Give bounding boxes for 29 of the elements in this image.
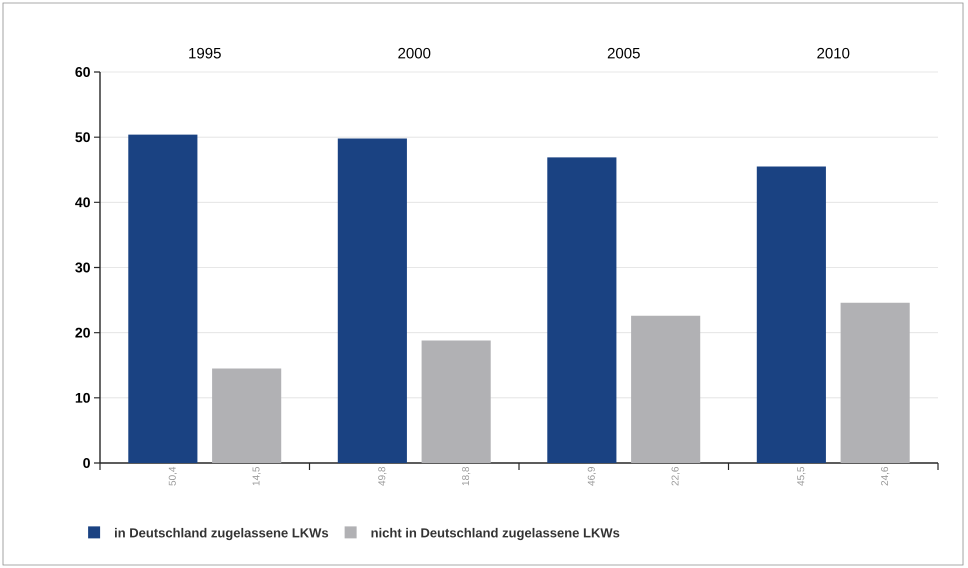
y-tick-label: 0 [83, 458, 90, 468]
y-tick-label: 20 [75, 328, 90, 338]
bar [422, 340, 491, 463]
bar [840, 302, 910, 463]
y-tick-label: 40 [75, 197, 90, 208]
legend-label: nicht in Deutschland zugelassene LKWs [371, 528, 620, 540]
data-label: 50,4 [168, 466, 177, 486]
bar [756, 166, 826, 463]
x-tick-label: 2005 [608, 48, 640, 58]
bar [338, 138, 407, 463]
x-tick-label: 2010 [817, 48, 850, 58]
bar [128, 134, 198, 463]
data-label: 46,9 [588, 466, 596, 486]
y-tick-label: 30 [75, 262, 90, 272]
bar [547, 157, 616, 463]
data-label: 49,8 [378, 466, 386, 486]
legend-label: in Deutschland zugelassene LKWs [115, 528, 328, 540]
bar [631, 316, 700, 463]
y-tick-label: 50 [75, 132, 90, 142]
data-label: 22,6 [672, 466, 680, 486]
data-label: 18,8 [462, 466, 470, 486]
bar [212, 368, 282, 463]
data-label: 14,5 [252, 466, 261, 486]
y-tick-label: 10 [76, 392, 90, 403]
data-label: 45,5 [797, 466, 806, 486]
x-tick-label: 2000 [398, 48, 430, 58]
x-tick-label: 1995 [189, 48, 221, 58]
data-label: 24,6 [881, 466, 890, 486]
y-tick-label: 60 [75, 67, 90, 77]
